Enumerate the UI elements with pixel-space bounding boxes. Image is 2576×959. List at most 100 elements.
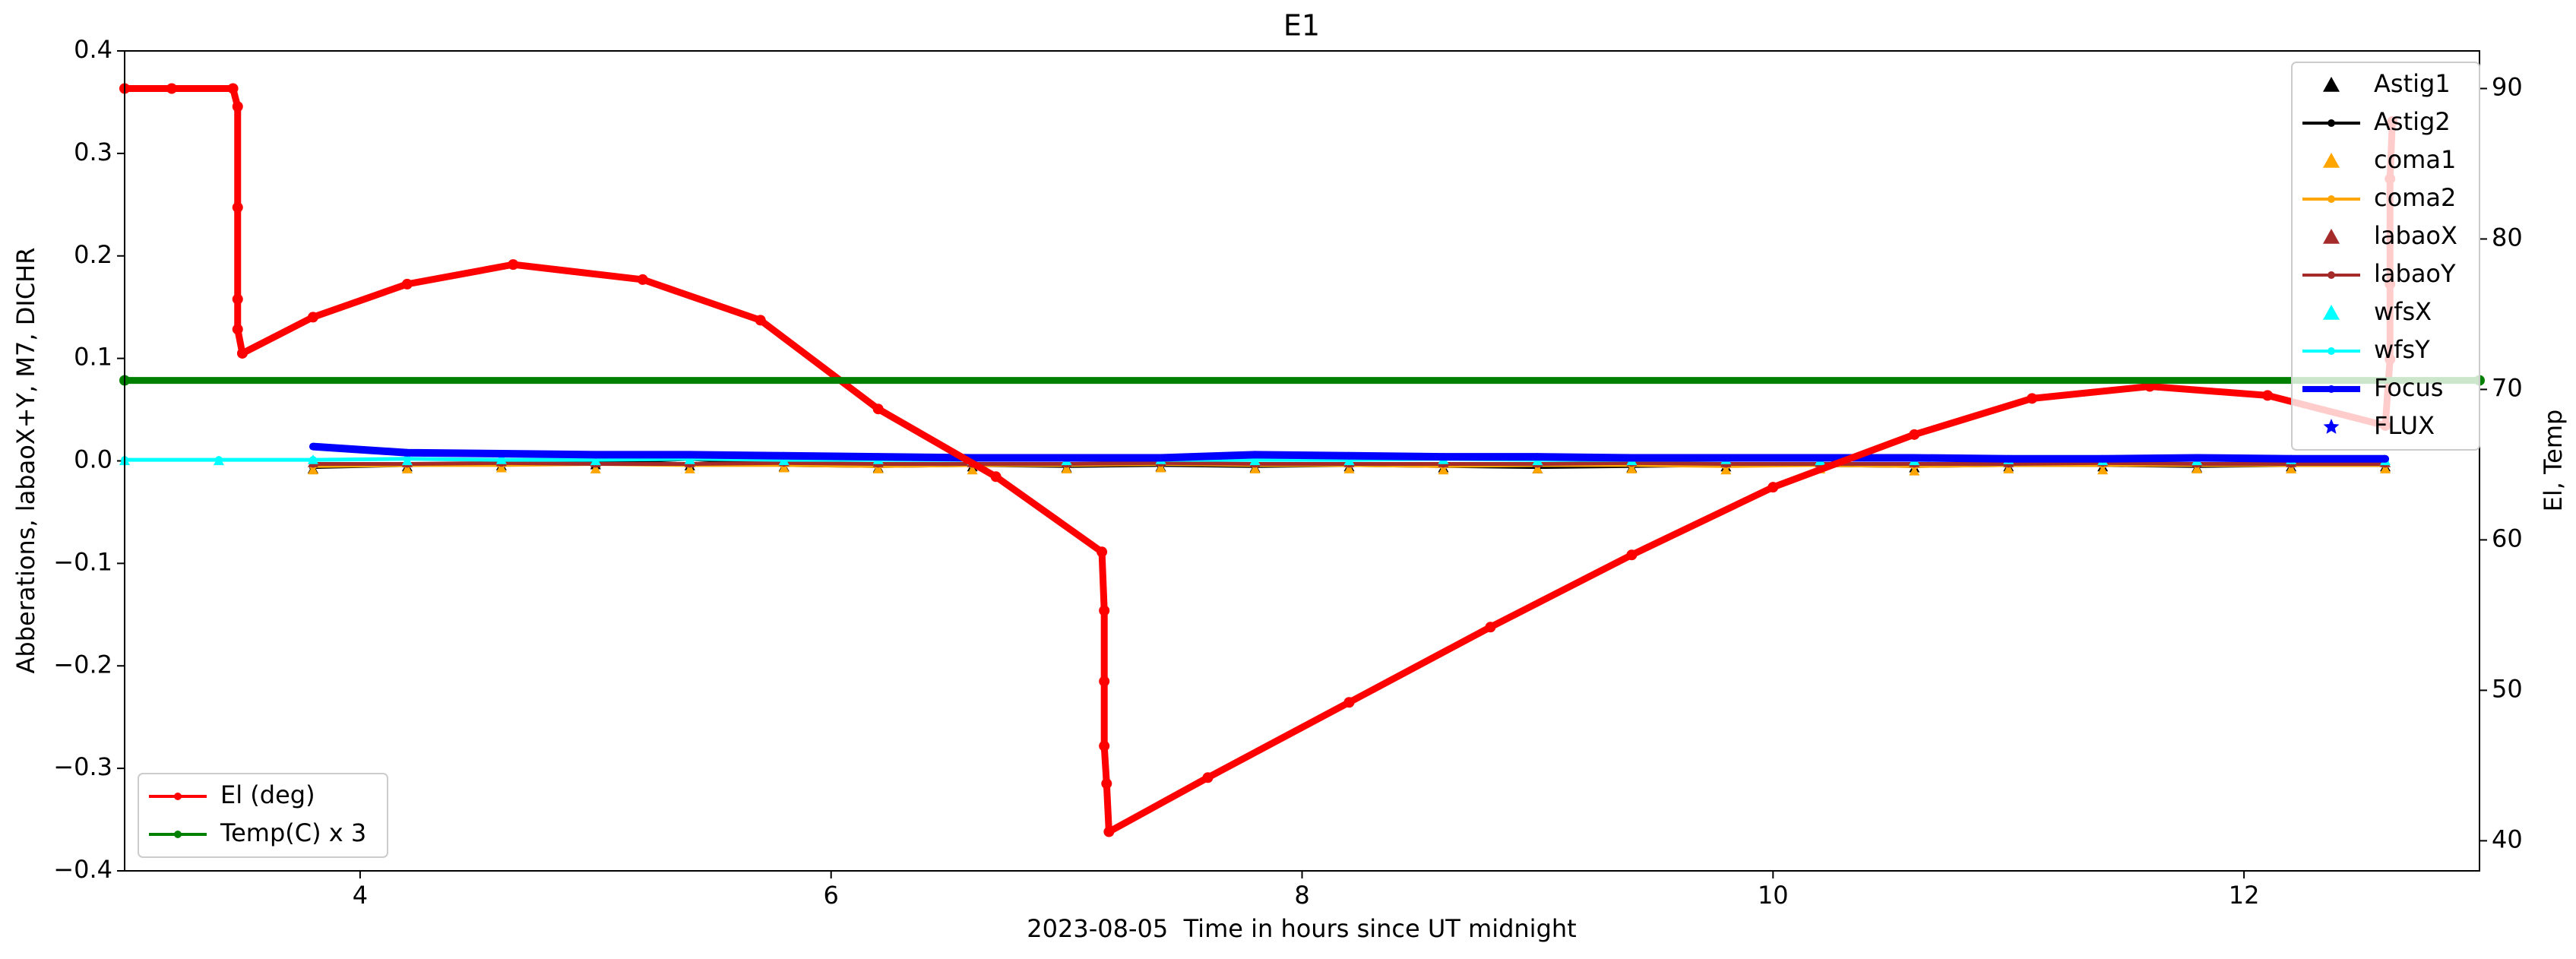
point: [591, 451, 600, 459]
point: [508, 259, 519, 271]
legend-label: Temp(C) x 3: [220, 818, 366, 847]
y-tick-label: 0.3: [74, 138, 112, 166]
legend-marker: [2328, 119, 2335, 127]
y2-tick-label: 60: [2492, 524, 2523, 552]
point: [874, 453, 882, 461]
legend-label: Astig1: [2374, 69, 2451, 98]
point: [1343, 697, 1355, 708]
y-tick-label: 0.1: [74, 343, 112, 372]
point: [1062, 454, 1071, 462]
point: [755, 315, 766, 326]
point: [1533, 453, 1542, 461]
point: [1910, 454, 1919, 462]
point: [309, 442, 317, 451]
point: [1439, 453, 1448, 461]
chart-title: E1: [1283, 9, 1320, 43]
x-tick-label: 4: [353, 881, 368, 910]
point: [236, 347, 248, 359]
legend-label: Focus: [2374, 373, 2443, 402]
legend-marker: [2323, 419, 2340, 434]
point: [232, 101, 243, 112]
point: [872, 404, 884, 415]
point: [1103, 826, 1115, 837]
y-tick-label: −0.4: [53, 855, 112, 884]
legend-label: labaoY: [2374, 259, 2456, 288]
point: [2027, 393, 2038, 404]
legend-label: El (deg): [220, 780, 315, 809]
y2-tick-label: 40: [2492, 824, 2523, 853]
point: [1626, 549, 1638, 561]
legend-label: coma1: [2374, 145, 2456, 174]
point: [403, 448, 411, 457]
legend-label: wfsY: [2374, 335, 2430, 364]
point: [780, 451, 788, 460]
y2-tick-label: 70: [2492, 373, 2523, 402]
legend-marker: [2323, 305, 2340, 320]
legend-marker: [2328, 385, 2335, 393]
x-tick-label: 12: [2229, 881, 2260, 910]
point: [309, 456, 317, 464]
legend-marker: [2323, 229, 2340, 244]
y-tick-label: 0.4: [74, 35, 112, 64]
point: [1485, 622, 1496, 633]
y-tick-label: 0.2: [74, 240, 112, 269]
legend-label: Astig2: [2374, 107, 2451, 136]
point: [1251, 451, 1259, 459]
y-tick-label: −0.2: [53, 650, 112, 679]
point: [1099, 605, 1110, 616]
legend-marker: [2328, 347, 2335, 355]
point: [1345, 451, 1353, 460]
point: [232, 324, 243, 335]
legend-label: wfsX: [2374, 297, 2432, 326]
legend-marker: [2328, 271, 2335, 279]
point: [1628, 454, 1636, 462]
point: [685, 451, 694, 459]
point: [1099, 676, 1110, 687]
point: [1157, 454, 1165, 462]
point: [2381, 454, 2390, 463]
y-tick-label: −0.3: [53, 752, 112, 781]
point: [2262, 390, 2274, 401]
point: [2287, 454, 2296, 463]
x-axis-label: 2023-08-05 Time in hours since UT midnig…: [1027, 914, 1576, 943]
point: [637, 274, 648, 285]
point: [403, 454, 411, 463]
point: [401, 278, 413, 290]
point: [2099, 454, 2107, 463]
legend-marker: [174, 831, 182, 838]
point: [1909, 465, 1920, 476]
point: [307, 312, 318, 323]
point: [1722, 454, 1730, 462]
point: [2005, 454, 2013, 463]
legend-marker: [2323, 153, 2340, 168]
point: [1202, 772, 1214, 783]
y2-tick-label: 90: [2492, 72, 2523, 101]
y2-tick-label: 50: [2492, 674, 2523, 703]
y-tick-label: −0.1: [53, 547, 112, 576]
point: [1099, 740, 1110, 752]
point: [1816, 454, 1824, 462]
legend-box: [138, 773, 388, 858]
point: [166, 83, 177, 94]
y2-tick-label: 80: [2492, 223, 2523, 252]
legend-label: FLUX: [2374, 411, 2435, 440]
point: [590, 464, 601, 473]
point: [1101, 778, 1112, 790]
point: [497, 456, 505, 464]
x-tick-label: 10: [1758, 881, 1789, 910]
point: [1909, 429, 1920, 440]
point: [1097, 546, 1108, 558]
point: [232, 201, 243, 213]
point: [967, 464, 978, 475]
point: [232, 293, 243, 305]
legend-marker: [2328, 195, 2335, 203]
legend-marker: [174, 793, 182, 800]
point: [214, 456, 223, 464]
x-tick-label: 8: [1294, 881, 1309, 910]
point: [990, 471, 1002, 483]
plot-frame: [124, 50, 2480, 872]
point: [497, 450, 505, 458]
point: [2193, 454, 2201, 462]
